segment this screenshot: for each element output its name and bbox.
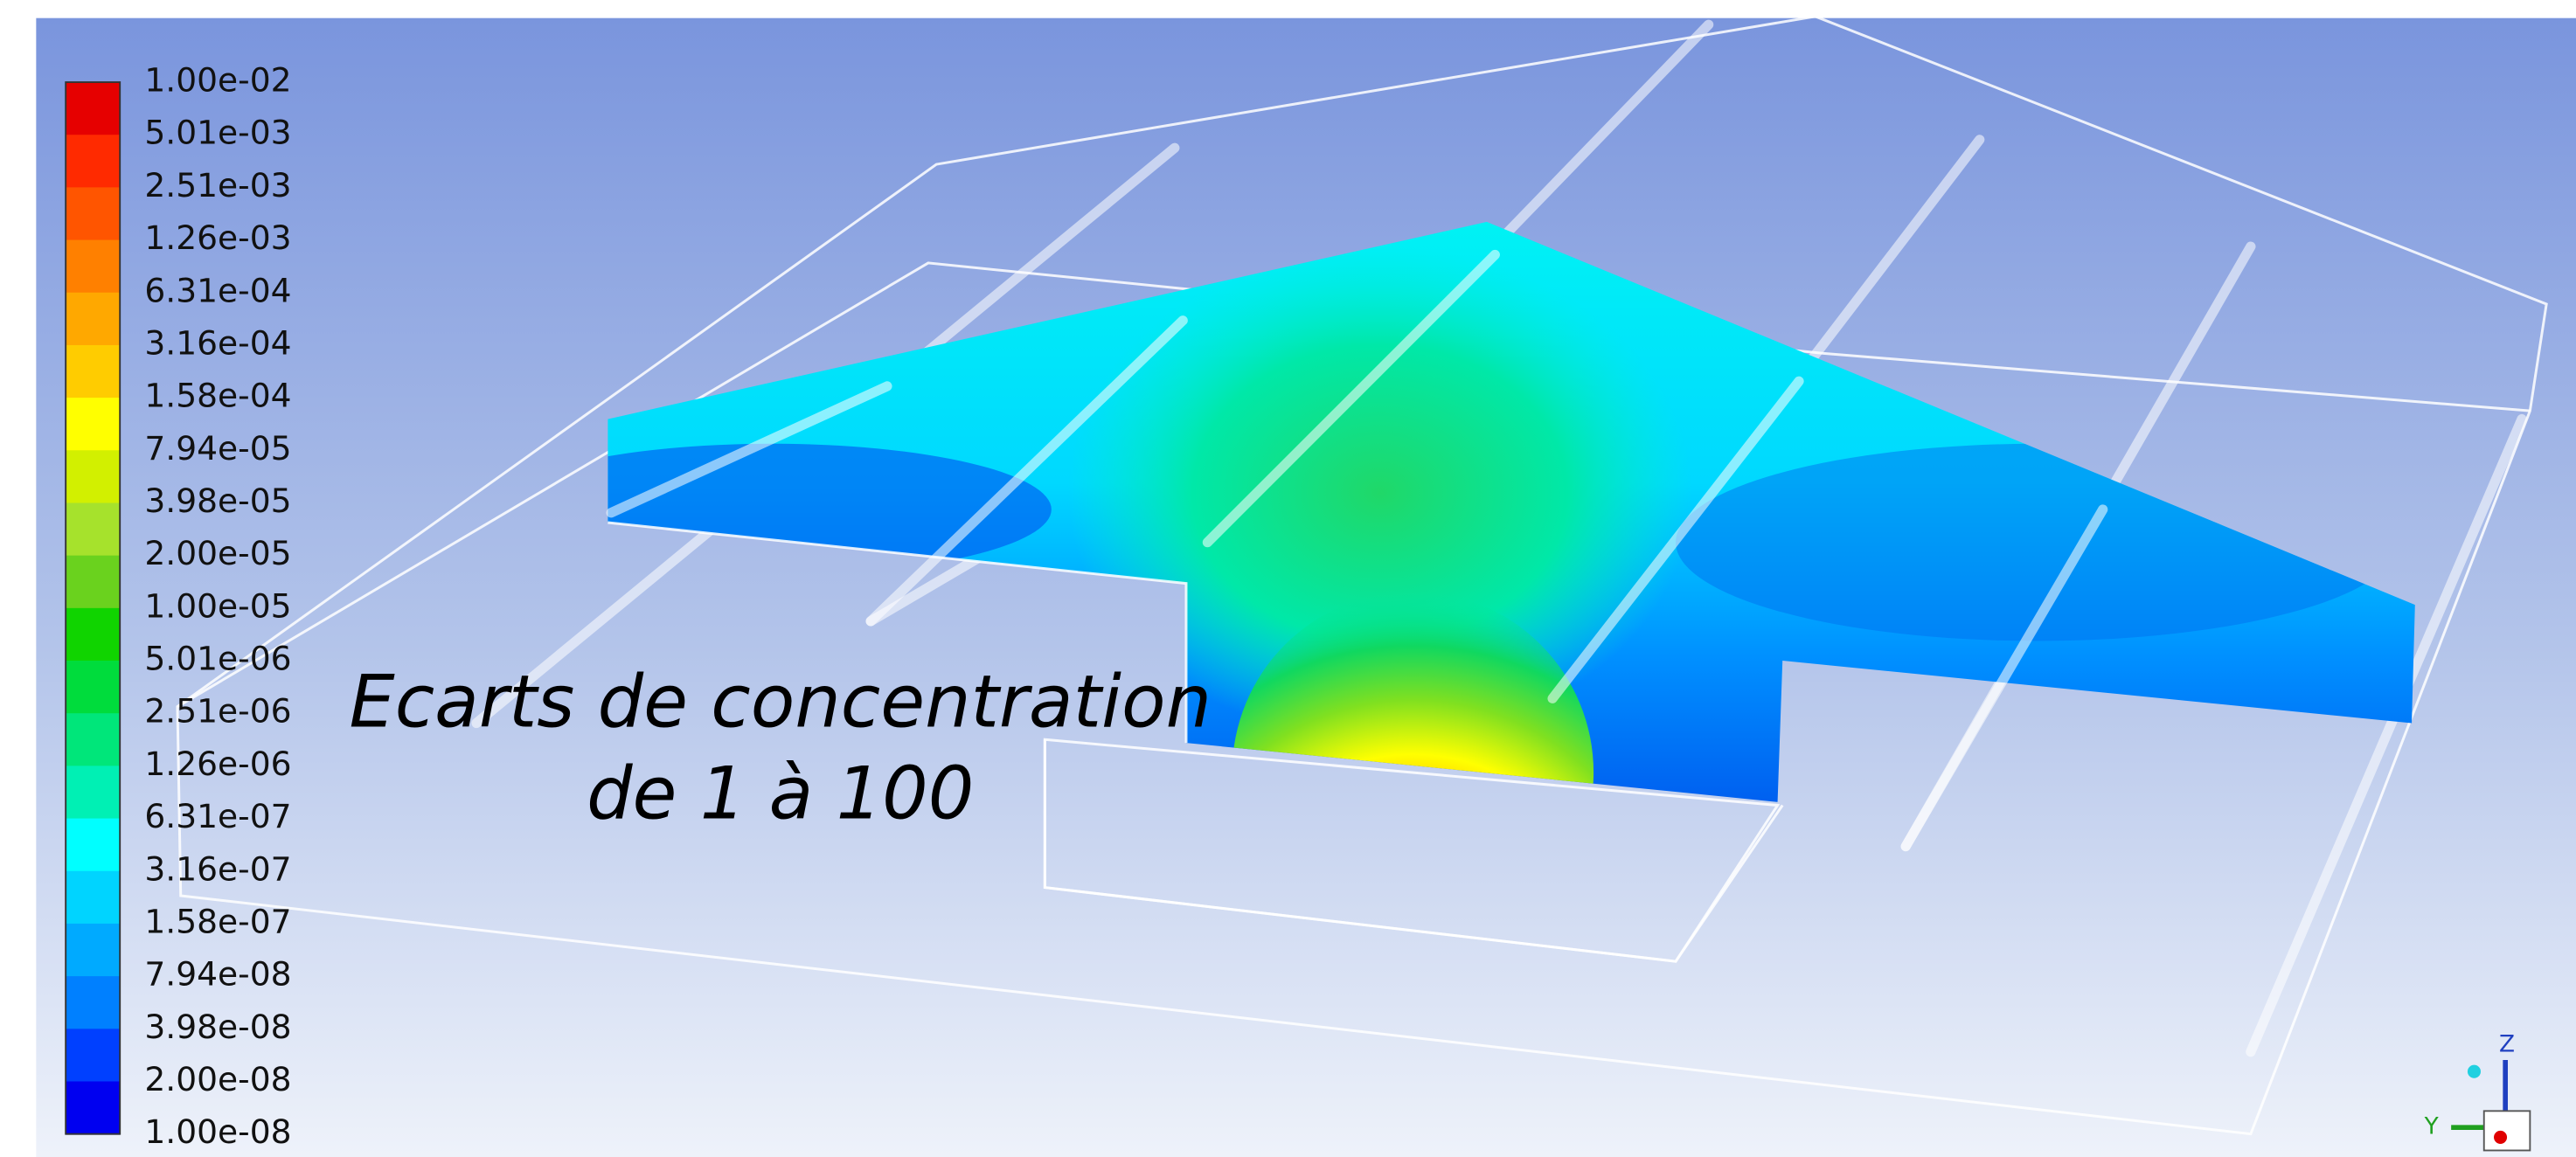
colorbar: 1.00e-02 5.01e-03 2.51e-03 1.26e-03 6.31e-04… xyxy=(66,61,291,1152)
colorbar-band xyxy=(66,187,120,240)
colorbar-band xyxy=(66,608,120,662)
colorbar-band xyxy=(66,556,120,609)
colorbar-band xyxy=(66,398,120,451)
colorbar-band xyxy=(66,135,120,188)
colorbar-band xyxy=(66,502,120,556)
colorbar-label: 2.51e-06 xyxy=(144,692,291,731)
annotation-line: Ecarts de concentration xyxy=(349,659,1212,744)
colorbar-band xyxy=(66,345,120,398)
colorbar-label: 3.98e-05 xyxy=(144,482,291,520)
colorbar-band xyxy=(66,819,120,872)
colorbar-label: 6.31e-04 xyxy=(144,271,291,309)
colorbar-label: 1.26e-03 xyxy=(144,218,291,257)
colorbar-band xyxy=(66,661,120,714)
colorbar-band xyxy=(66,976,120,1029)
axis-label: Z xyxy=(2499,1032,2515,1058)
colorbar-label: 6.31e-07 xyxy=(144,797,291,835)
colorbar-label: 3.16e-07 xyxy=(144,849,291,888)
colorbar-band xyxy=(66,924,120,977)
colorbar-label: 1.58e-04 xyxy=(144,377,291,415)
colorbar-label: 5.01e-03 xyxy=(144,114,291,152)
colorbar-label: 3.98e-08 xyxy=(144,1008,291,1046)
colorbar-label: 1.00e-08 xyxy=(144,1112,291,1151)
colorbar-band xyxy=(66,1029,120,1082)
page: {"colorbar": { "labels": ["1.00e-02","5.… xyxy=(0,0,2576,1157)
colorbar-label: 1.58e-07 xyxy=(144,902,291,940)
colorbar-label: 3.16e-04 xyxy=(144,323,291,362)
colorbar-label: 2.00e-08 xyxy=(144,1060,291,1098)
axis-label: Y xyxy=(2424,1114,2440,1140)
colorbar-label: 1.00e-05 xyxy=(144,586,291,625)
colorbar-label: 1.00e-02 xyxy=(144,61,291,100)
colorbar-band xyxy=(66,293,120,346)
colorbar-band xyxy=(66,82,120,135)
colorbar-band xyxy=(66,450,120,503)
viewport: 1.00e-02 5.01e-03 2.51e-03 1.26e-03 6.31e-04… xyxy=(0,0,2576,1157)
colorbar-band xyxy=(66,240,120,294)
colorbar-label: 5.01e-06 xyxy=(144,640,291,678)
colorbar-label: 2.00e-05 xyxy=(144,534,291,572)
colorbar-label: 1.26e-06 xyxy=(144,745,291,783)
colorbar-band xyxy=(66,1081,120,1134)
colorbar-band xyxy=(66,713,120,766)
colorbar-label: 2.51e-03 xyxy=(144,166,291,204)
annotation-line: de 1 à 100 xyxy=(587,752,974,836)
colorbar-label: 7.94e-05 xyxy=(144,429,291,468)
colorbar-band xyxy=(66,871,120,925)
colorbar-label: 7.94e-08 xyxy=(144,955,291,994)
colorbar-band xyxy=(66,766,120,819)
